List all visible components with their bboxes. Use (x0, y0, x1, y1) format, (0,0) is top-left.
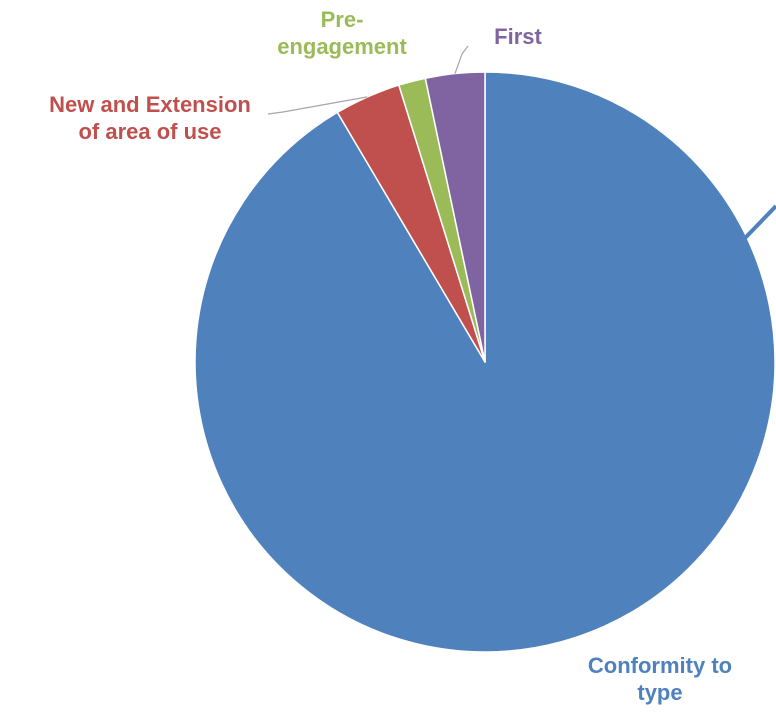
slice-label-first: First (478, 23, 558, 50)
slice-label-pre-engagement: Pre- engagement (262, 6, 422, 60)
slice-label-pre-engagement-line2: engagement (277, 34, 407, 59)
slice-label-first-line1: First (494, 24, 542, 49)
pie-slice-0 (194, 71, 776, 653)
leader-lines (267, 45, 776, 268)
slice-label-new-extension-line1: New and Extension (49, 92, 251, 117)
slice-label-new-extension-line2: of area of use (78, 119, 222, 144)
slice-label-conformity-line1: Conformity to (587, 653, 733, 678)
leader-line-first (454, 45, 469, 74)
slice-label-pre-engagement-line1: Pre- (320, 7, 364, 32)
pie-slices (194, 71, 776, 653)
leader-line-new-extension (267, 96, 368, 115)
pie-slice-3 (424, 71, 486, 363)
leader-line-conformity (716, 204, 776, 268)
slice-label-new-extension: New and Extension of area of use (10, 91, 290, 145)
slice-label-conformity-line2: type (637, 680, 683, 705)
slice-label-conformity: Conformity to type (560, 652, 760, 706)
